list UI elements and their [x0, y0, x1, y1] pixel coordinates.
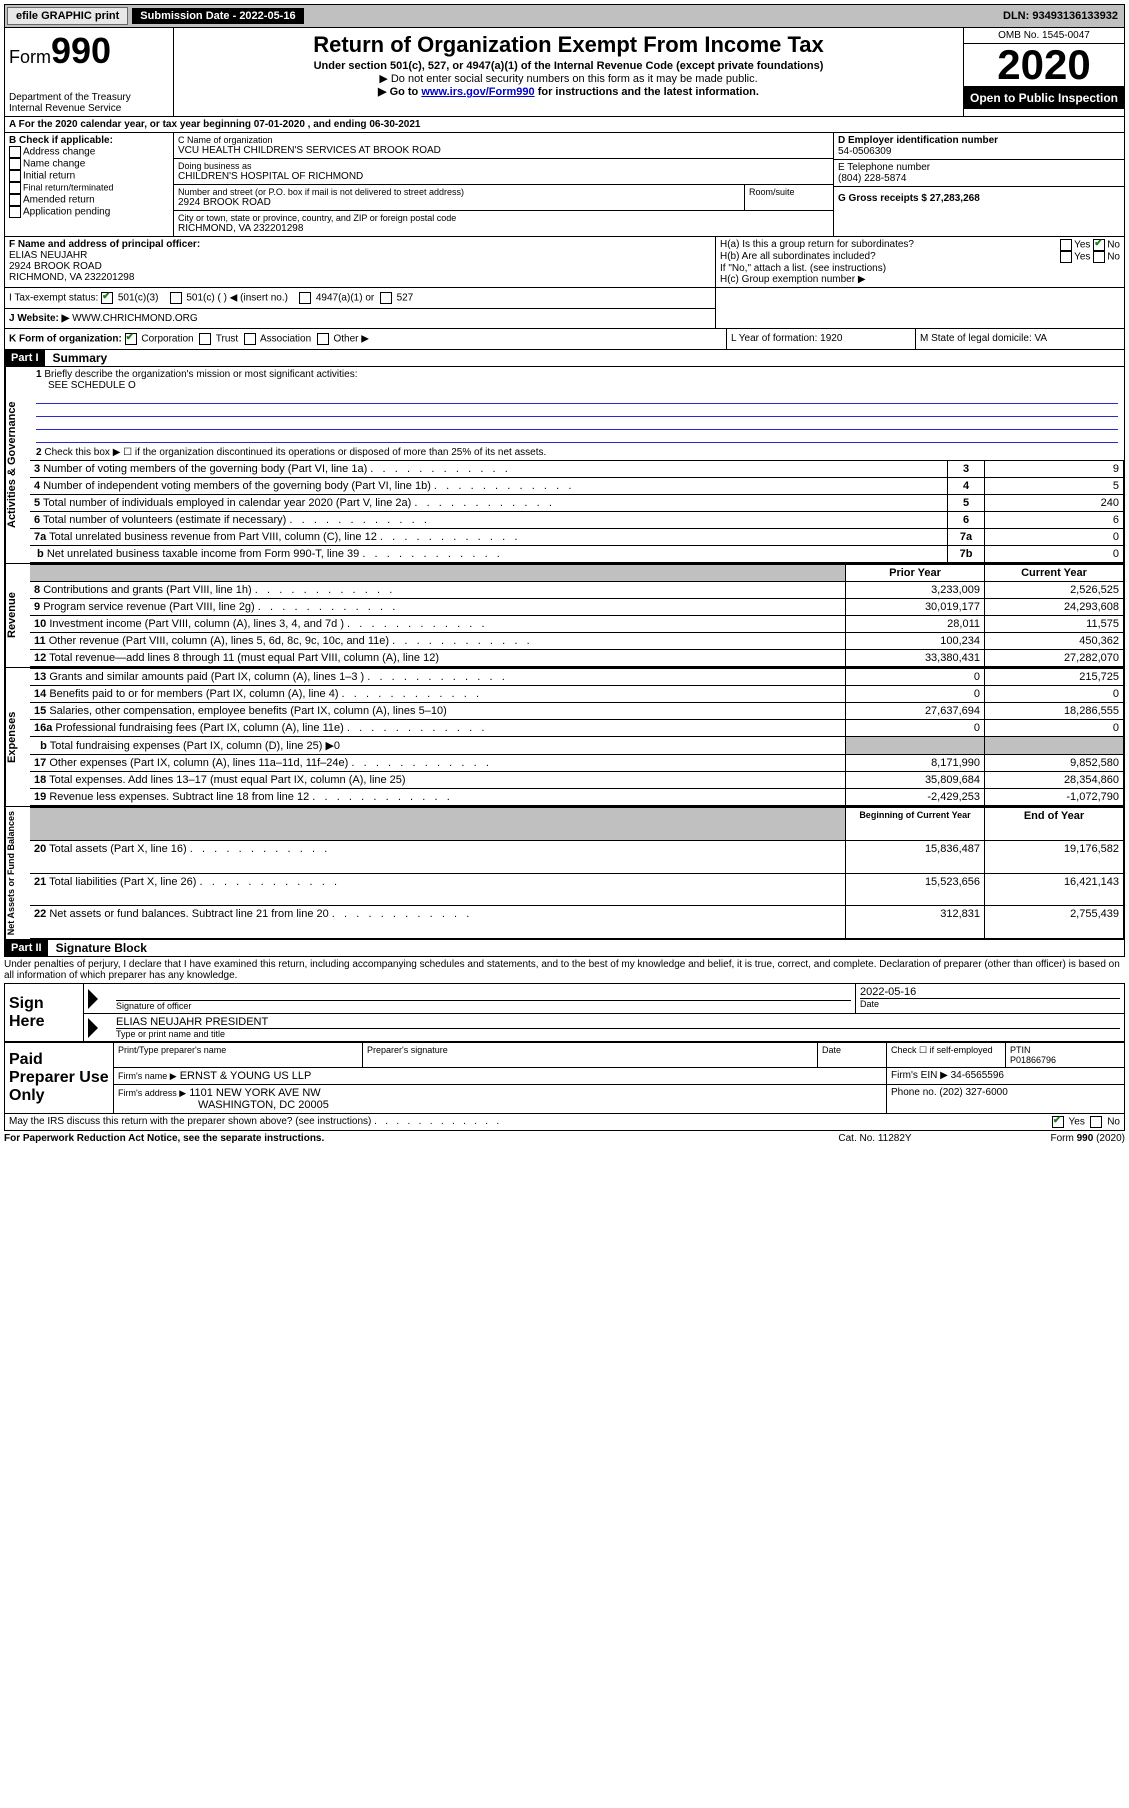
side-net: Net Assets or Fund Balances	[5, 807, 30, 939]
note-ssn: ▶ Do not enter social security numbers o…	[178, 72, 959, 85]
org-name: VCU HEALTH CHILDREN'S SERVICES AT BROOK …	[178, 145, 829, 156]
side-revenue: Revenue	[5, 564, 30, 667]
website-value: WWW.CHRICHMOND.ORG	[72, 313, 198, 324]
declaration: Under penalties of perjury, I declare th…	[4, 957, 1125, 983]
form-subtitle: Under section 501(c), 527, or 4947(a)(1)…	[178, 60, 959, 72]
irs-link[interactable]: www.irs.gov/Form990	[421, 86, 534, 98]
officer-name: ELIAS NEUJAHR	[9, 250, 711, 261]
efile-label: efile GRAPHIC print	[7, 7, 128, 25]
street-address: 2924 BROOK ROAD	[178, 197, 740, 208]
sign-here-block: Sign Here Signature of officer 2022-05-1…	[4, 983, 1125, 1042]
mission-text: SEE SCHEDULE O	[36, 380, 136, 391]
top-bar: efile GRAPHIC print Submission Date - 20…	[4, 4, 1125, 28]
side-governance: Activities & Governance	[5, 367, 30, 563]
dln-label: DLN: 93493136133932	[1003, 10, 1122, 22]
discuss-question: May the IRS discuss this return with the…	[9, 1116, 1052, 1128]
hb-label: H(b) Are all subordinates included?	[720, 251, 1060, 263]
dept-label: Department of the Treasury	[9, 92, 169, 103]
box-g: G Gross receipts $ 27,283,268	[838, 193, 1120, 204]
form-number: Form990	[9, 30, 169, 72]
submission-date: Submission Date - 2022-05-16	[132, 8, 303, 24]
part1-header: Part I Summary	[4, 350, 1125, 367]
tax-year: 2020	[964, 44, 1124, 87]
city-state-zip: RICHMOND, VA 232201298	[178, 223, 829, 234]
phone-value: (804) 228-5874	[838, 173, 1120, 184]
open-public: Open to Public Inspection	[964, 87, 1124, 109]
side-expenses: Expenses	[5, 668, 30, 806]
box-c-label: C Name of organization	[178, 135, 829, 145]
irs-label: Internal Revenue Service	[9, 103, 169, 114]
row-a: A For the 2020 calendar year, or tax yea…	[4, 117, 1125, 133]
paperwork-notice: For Paperwork Reduction Act Notice, see …	[4, 1133, 775, 1144]
box-e-label: E Telephone number	[838, 162, 1120, 173]
form-header: Form990 Department of the Treasury Inter…	[4, 28, 1125, 117]
paid-preparer-block: Paid Preparer Use Only Print/Type prepar…	[4, 1042, 1125, 1114]
box-d-label: D Employer identification number	[838, 135, 1120, 146]
year-formation: L Year of formation: 1920	[727, 329, 916, 349]
dba-name: CHILDREN'S HOSPITAL OF RICHMOND	[178, 171, 829, 182]
form-title: Return of Organization Exempt From Incom…	[178, 32, 959, 58]
hc-label: H(c) Group exemption number ▶	[720, 274, 1120, 285]
ein-value: 54-0506309	[838, 146, 1120, 157]
officer-signed-name: ELIAS NEUJAHR PRESIDENT	[116, 1016, 1120, 1029]
note-link: ▶ Go to www.irs.gov/Form990 for instruct…	[178, 85, 959, 98]
box-b: B Check if applicable: Address change Na…	[5, 133, 174, 236]
part2-header: Part II Signature Block	[4, 940, 1125, 957]
ha-label: H(a) Is this a group return for subordin…	[720, 239, 1060, 251]
state-domicile: M State of legal domicile: VA	[916, 329, 1124, 349]
